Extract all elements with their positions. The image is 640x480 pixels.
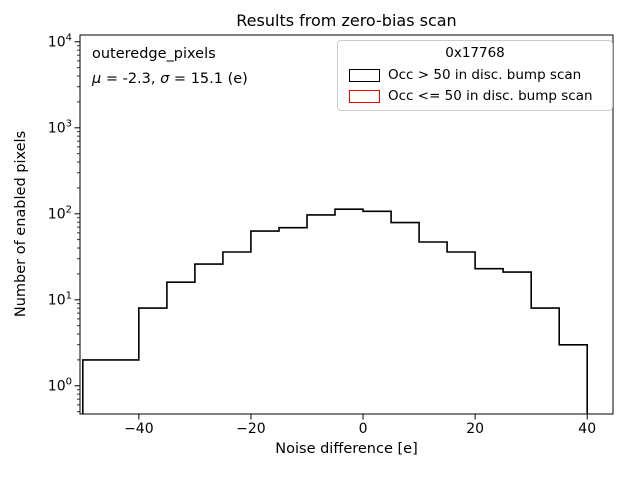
y-axis-label: Number of enabled pixels	[13, 130, 29, 318]
annotation-dataset-name: outeredge_pixels	[92, 46, 216, 62]
plot-border	[79, 34, 614, 415]
legend-entry-occ-gt-50: Occ > 50 in disc. bump scan	[338, 67, 612, 83]
legend-entry-label: Occ <= 50 in disc. bump scan	[388, 88, 593, 104]
legend-swatch-black-step	[349, 68, 380, 82]
annotation-stats: μ = -2.3, σ = 15.1 (e)	[92, 71, 248, 87]
legend-swatch-red-step	[349, 89, 380, 103]
x-tick-label: −20	[236, 421, 266, 437]
y-tick-label: 100	[48, 376, 72, 394]
legend-entry-label: Occ > 50 in disc. bump scan	[388, 67, 582, 83]
histogram-series-0	[82, 208, 588, 414]
x-tick-label: 40	[578, 421, 596, 437]
y-tick-label: 103	[48, 118, 72, 136]
x-tick-label: 20	[466, 421, 484, 437]
x-axis-label: Noise difference [e]	[275, 441, 418, 457]
mu-value: = -2.3,	[101, 71, 161, 87]
legend: 0x17768 Occ > 50 in disc. bump scan Occ …	[337, 40, 613, 111]
legend-entry-occ-le-50: Occ <= 50 in disc. bump scan	[338, 88, 612, 104]
y-tick-label: 104	[48, 32, 72, 50]
sigma-value: = 15.1 (e)	[169, 71, 248, 87]
legend-title: 0x17768	[445, 45, 505, 61]
x-tick-label: −40	[124, 421, 154, 437]
chart-title: Results from zero-bias scan	[236, 11, 457, 30]
x-tick-label: 0	[359, 421, 368, 437]
y-tick-label: 102	[48, 204, 72, 222]
mu-symbol: μ	[92, 71, 102, 87]
sigma-symbol: σ	[160, 71, 170, 87]
y-tick-label: 101	[48, 290, 72, 308]
